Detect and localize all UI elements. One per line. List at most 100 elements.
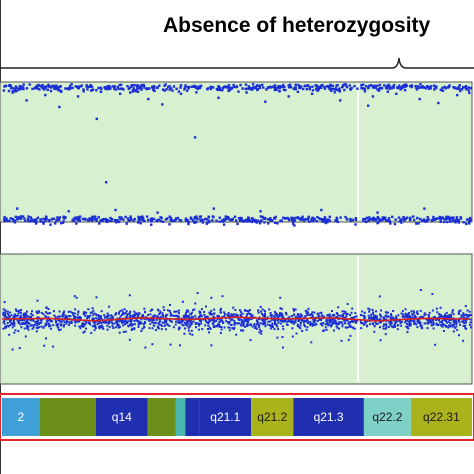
lrr-point	[423, 314, 426, 317]
baf-point	[30, 217, 33, 221]
lrr-point	[4, 312, 7, 315]
baf-point	[291, 216, 295, 220]
baf-point	[329, 84, 332, 88]
lrr-point	[315, 322, 318, 325]
baf-point	[22, 83, 25, 86]
lrr-point	[140, 330, 143, 332]
lrr-point	[100, 310, 103, 313]
baf-point	[259, 215, 262, 218]
baf-point	[190, 85, 194, 88]
lrr-point	[45, 307, 48, 309]
lrr-point	[375, 322, 378, 325]
lrr-point	[402, 315, 405, 317]
lrr-point	[82, 331, 85, 334]
lrr-point	[333, 320, 336, 323]
lrr-point	[20, 309, 22, 311]
lrr-point	[118, 331, 121, 334]
lrr-point	[341, 316, 344, 319]
lrr-point	[125, 314, 128, 317]
lrr-point	[391, 326, 394, 329]
baf-point	[255, 221, 259, 224]
lrr-point	[219, 332, 222, 334]
lrr-point	[405, 325, 408, 328]
baf-point	[395, 92, 398, 95]
lrr-point	[316, 319, 319, 322]
lrr-point	[409, 319, 412, 322]
baf-point	[91, 215, 94, 218]
lrr-point	[45, 311, 47, 314]
lrr-point	[469, 321, 472, 324]
baf-point	[240, 216, 243, 220]
lrr-point	[238, 322, 241, 325]
lrr-point	[11, 348, 14, 351]
lrr-point	[260, 318, 263, 321]
lrr-point	[148, 327, 151, 330]
baf-point	[120, 217, 123, 220]
baf-point	[365, 85, 368, 88]
baf-point	[400, 218, 403, 221]
baf-point	[269, 219, 272, 222]
lrr-point	[430, 321, 433, 324]
baf-point	[119, 87, 123, 90]
lrr-point	[169, 311, 172, 314]
baf-point	[131, 90, 135, 93]
lrr-point	[160, 323, 163, 326]
lrr-point	[186, 324, 189, 327]
baf-point	[341, 85, 344, 88]
baf-point	[36, 216, 40, 219]
baf-point	[26, 218, 30, 221]
ideogram-band	[96, 398, 148, 436]
baf-point	[24, 219, 27, 223]
lrr-point	[448, 325, 451, 328]
baf-point	[46, 88, 49, 91]
baf-point	[294, 87, 297, 91]
lrr-point	[111, 325, 114, 327]
baf-point	[338, 90, 341, 93]
lrr-point	[100, 315, 102, 318]
baf-point	[49, 223, 52, 226]
baf-point	[90, 89, 93, 92]
lrr-point	[244, 319, 247, 321]
lrr-point	[462, 339, 465, 342]
baf-point	[360, 84, 363, 87]
lrr-point	[182, 319, 185, 322]
lrr-point	[127, 320, 130, 323]
baf-point	[130, 84, 134, 87]
lrr-point	[305, 320, 308, 322]
lrr-point	[55, 320, 58, 323]
baf-point	[221, 220, 224, 223]
lrr-point	[416, 310, 419, 313]
lrr-point	[163, 309, 166, 311]
baf-plot-panel	[0, 81, 473, 227]
lrr-point	[445, 325, 448, 328]
baf-point	[248, 219, 252, 223]
lrr-point	[9, 311, 12, 314]
lrr-point	[31, 327, 34, 330]
lrr-point	[376, 323, 379, 325]
baf-point	[251, 88, 254, 91]
lrr-point	[373, 330, 376, 333]
baf-point	[59, 85, 62, 88]
baf-point	[216, 88, 219, 91]
lrr-point	[183, 315, 186, 318]
lrr-point	[128, 312, 131, 315]
baf-point	[168, 88, 171, 91]
baf-point	[303, 219, 306, 222]
baf-point	[221, 89, 224, 92]
baf-point	[222, 223, 226, 226]
lrr-point	[342, 313, 345, 316]
baf-point	[55, 85, 58, 89]
lrr-point	[379, 326, 381, 329]
lrr-point	[90, 311, 93, 314]
lrr-point	[321, 324, 324, 327]
baf-point	[362, 218, 365, 221]
baf-point	[374, 217, 377, 221]
baf-point	[372, 216, 375, 220]
lrr-point	[9, 320, 11, 323]
baf-point	[71, 219, 74, 222]
lrr-point	[86, 315, 89, 318]
baf-point	[221, 219, 224, 222]
lrr-point	[22, 322, 25, 325]
lrr-point	[6, 310, 9, 313]
lrr-point	[371, 308, 374, 311]
